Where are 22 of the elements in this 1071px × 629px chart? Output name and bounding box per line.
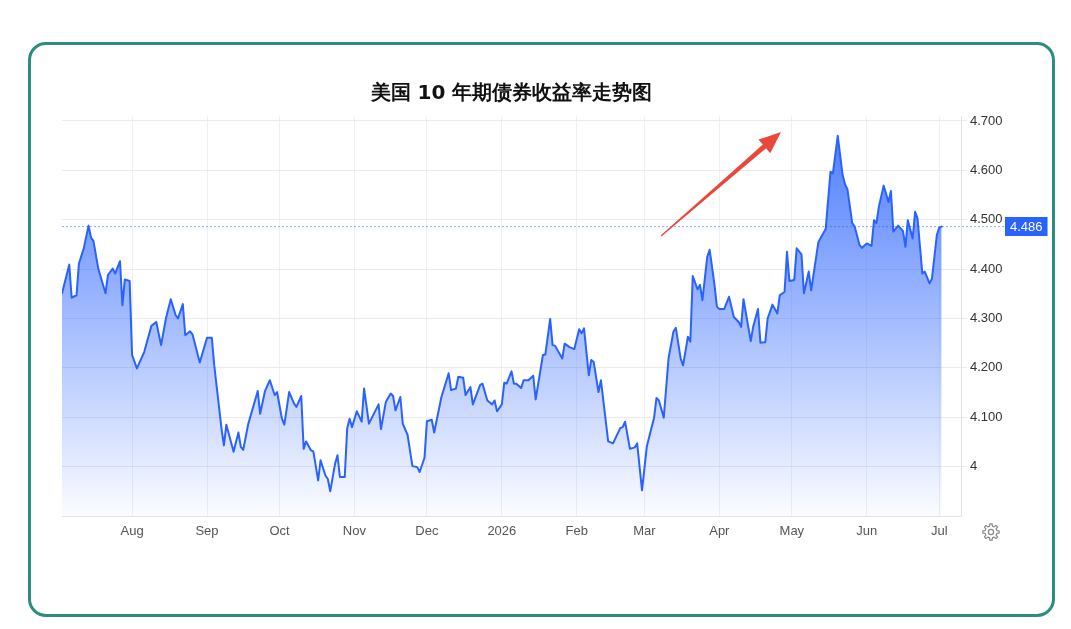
x-tick-label: Aug: [120, 523, 144, 539]
x-tick-label: Sep: [195, 523, 219, 539]
y-tick-label: 4.500: [970, 211, 1003, 227]
y-tick-label: 4.400: [970, 260, 1003, 276]
x-tick-label: Nov: [342, 523, 367, 539]
y-tick-label: 4.200: [970, 359, 1003, 375]
x-tick-label: Apr: [709, 523, 731, 539]
y-tick-label: 4.600: [970, 161, 1003, 177]
x-tick-label: Mar: [633, 523, 657, 539]
x-tick-label: May: [779, 523, 805, 539]
y-tick-label: 4.100: [970, 408, 1003, 424]
x-tick-label: Feb: [565, 523, 588, 539]
x-tick-label: Jun: [856, 523, 878, 539]
x-tick-label: Dec: [415, 523, 439, 539]
x-tick-label: 2026: [487, 523, 517, 539]
y-tick-label: 4: [970, 458, 978, 474]
y-tick-label: 4.300: [970, 310, 1003, 326]
y-tick-label: 4.700: [970, 112, 1003, 128]
ref-line-label: 4.486: [1010, 218, 1043, 234]
x-tick-label: Oct: [269, 523, 290, 539]
chart-title: 美国 10 年期债券收益率走势图: [369, 79, 654, 106]
x-tick-label: Jul: [930, 523, 948, 539]
